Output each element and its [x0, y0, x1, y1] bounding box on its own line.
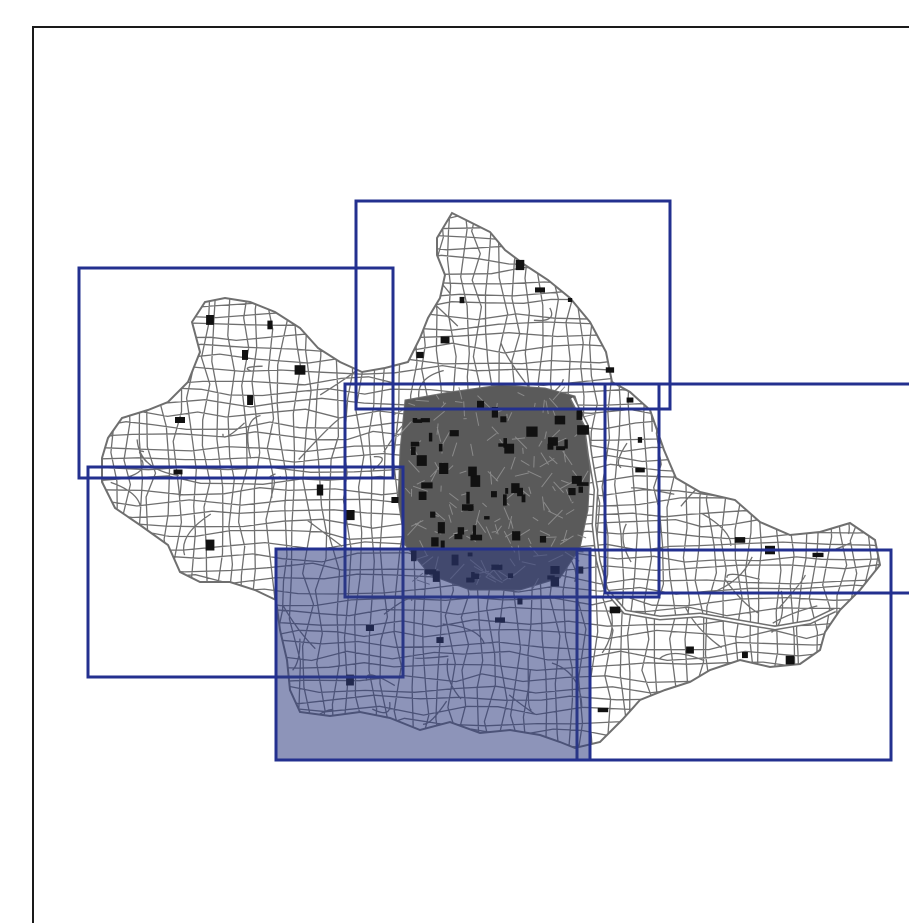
building-block [205, 539, 215, 551]
building-block [416, 455, 427, 466]
building-block [556, 446, 566, 451]
building-block [413, 419, 423, 423]
building-block [539, 536, 547, 543]
building-block [571, 475, 582, 484]
tile-north[interactable] [354, 199, 672, 411]
building-block [440, 540, 445, 549]
building-block [626, 397, 634, 403]
building-block [345, 510, 355, 521]
building-block [449, 430, 459, 437]
building-block [547, 437, 558, 446]
building-block [742, 652, 748, 659]
building-block [206, 315, 214, 325]
building-block [484, 516, 490, 520]
building-block [785, 655, 795, 665]
tile-grid[interactable] [77, 199, 909, 762]
river-bank [571, 397, 836, 630]
building-block [431, 537, 439, 547]
building-block [175, 417, 185, 423]
building-block [294, 365, 306, 375]
building-block [554, 415, 566, 425]
building-block [437, 522, 445, 534]
building-block [503, 438, 507, 448]
building-block [420, 418, 430, 423]
building-block [637, 437, 643, 443]
building-block [734, 537, 746, 543]
building-block [578, 486, 583, 493]
building-block [511, 483, 520, 494]
building-block [521, 494, 526, 503]
building-block [491, 491, 497, 498]
building-block [605, 367, 615, 373]
tile-north-west[interactable] [77, 266, 395, 480]
building-block [686, 646, 694, 654]
building-block [812, 552, 824, 558]
building-block [468, 466, 477, 477]
building-block [466, 491, 470, 504]
building-block [439, 462, 449, 474]
building-block [440, 336, 450, 344]
building-block [462, 504, 474, 511]
building-block [635, 467, 645, 473]
building-block [526, 426, 538, 437]
building-block [576, 482, 589, 486]
building-block [416, 351, 424, 359]
building-block [576, 409, 583, 420]
building-block [472, 525, 476, 537]
building-block [470, 475, 481, 487]
building-block [411, 446, 416, 455]
building-block [428, 432, 433, 442]
building-block [535, 287, 545, 293]
building-block [457, 527, 465, 535]
building-block [517, 487, 523, 497]
building-block [391, 497, 399, 503]
building-block [567, 298, 573, 302]
building-block [500, 416, 507, 423]
building-block [418, 491, 427, 500]
building-block [515, 259, 525, 271]
building-block [470, 534, 483, 541]
building-block [504, 443, 515, 454]
building-block [512, 531, 521, 541]
building-block [247, 395, 253, 405]
building-block [459, 296, 465, 304]
tile-east[interactable] [603, 382, 909, 595]
building-block [564, 439, 568, 449]
building-block [242, 350, 248, 360]
building-block [477, 400, 485, 408]
building-block [498, 443, 504, 447]
building-block [609, 606, 621, 614]
building-block [410, 441, 420, 447]
building-block [491, 407, 498, 418]
map-frame-border [32, 26, 909, 923]
building-block [421, 482, 433, 489]
building-block [454, 534, 463, 540]
tile-south-west-selected[interactable] [274, 547, 592, 762]
building-block [430, 511, 436, 518]
building-block [503, 494, 507, 506]
building-block [597, 707, 609, 713]
building-block [568, 488, 576, 496]
building-block [505, 488, 509, 494]
building-block [267, 320, 273, 330]
building-block [577, 425, 589, 435]
building-block [173, 469, 183, 475]
building-block [547, 443, 554, 450]
building-block [438, 443, 443, 452]
building-block [316, 484, 324, 496]
